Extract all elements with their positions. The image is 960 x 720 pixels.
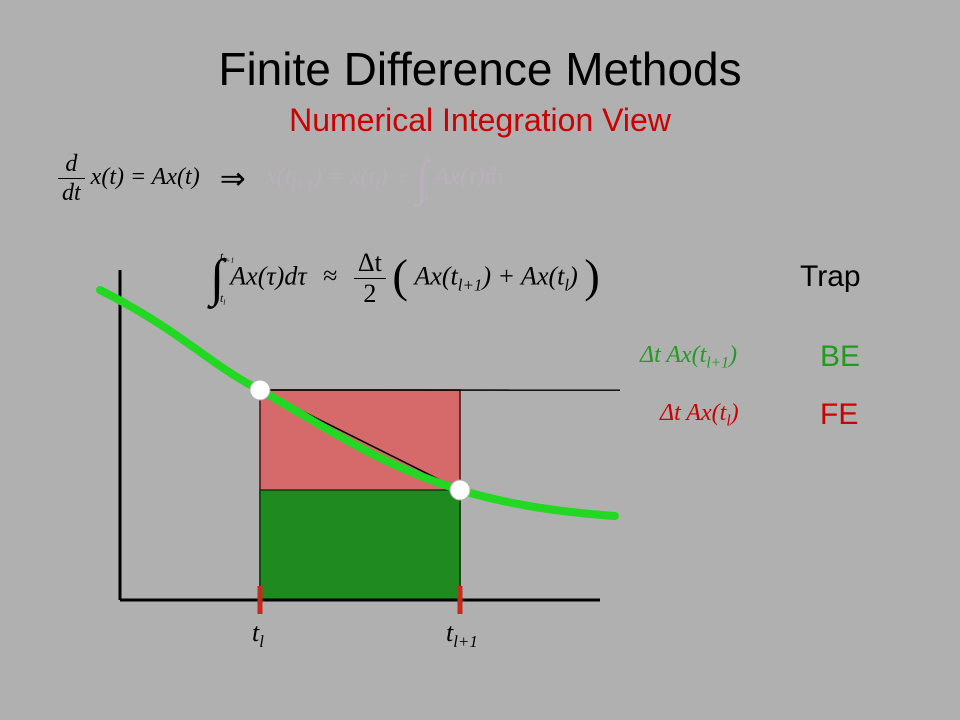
ode-lhs: d dt x(t) = Ax(t)	[58, 164, 206, 190]
fe-label: FE	[820, 398, 858, 432]
slide-title: Finite Difference Methods	[0, 42, 960, 96]
be-formula: Δt Ax(tl+1)	[640, 342, 737, 372]
be-label: BE	[820, 340, 860, 374]
slide-subtitle: Numerical Integration View	[0, 102, 960, 139]
implies-arrow: ⇒	[220, 161, 246, 196]
ode-lhs-rest: x(t) = Ax(t)	[91, 164, 200, 190]
fe-formula: Δt Ax(tl)	[660, 400, 739, 430]
ode-rhs: x(tl+1) = x(tl) + ∫ tl+1 tl Ax(τ)dτ	[266, 164, 505, 190]
ode-dnum: d	[58, 152, 85, 178]
axis-label-tl: tl	[252, 618, 264, 652]
integration-chart	[60, 260, 620, 670]
trap-label: Trap	[800, 260, 861, 294]
axis-label-tlp1: tl+1	[446, 618, 478, 652]
integral-icon: ∫ tl+1 tl	[416, 155, 429, 203]
ode-dden: dt	[58, 178, 85, 205]
ode-equation: d dt x(t) = Ax(t) ⇒ x(tl+1) = x(tl) + ∫ …	[58, 152, 505, 205]
slide: Finite Difference Methods Numerical Inte…	[0, 0, 960, 720]
